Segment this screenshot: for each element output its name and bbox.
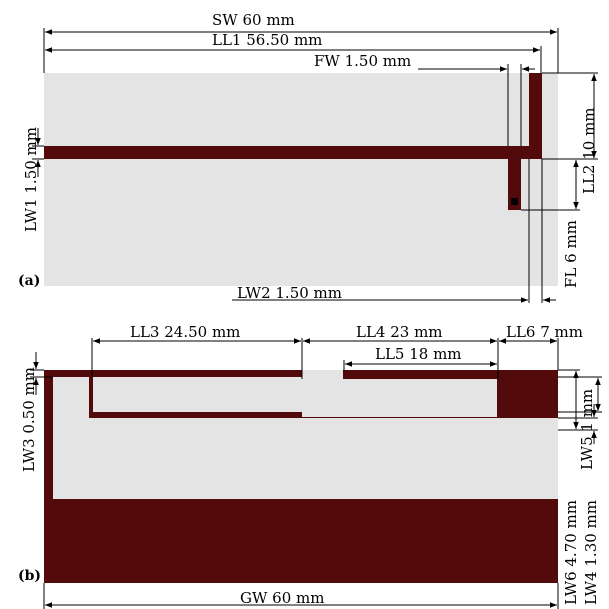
ll3-label: LL3 24.50 mm [130, 323, 240, 341]
panel-a-substrate [44, 73, 558, 286]
panel-b-substrate-under-strip [89, 418, 558, 430]
panel-b-label: (b) [18, 568, 41, 584]
ll5-label: LL5 18 mm [375, 345, 462, 363]
lw2-label: LW2 1.50 mm [237, 284, 342, 302]
panel-a-vertical-arm [529, 73, 542, 159]
lw4-label: LW4 1.30 mm [582, 500, 600, 605]
lw5-label: LW5 1 mm [578, 389, 596, 470]
sw-label: SW 60 mm [212, 11, 295, 29]
fl-label: FL 6 mm [562, 220, 580, 288]
lw3-label: LW3 0.50 mm [20, 367, 38, 472]
panel-a-feed-line [508, 159, 521, 210]
panel-b-substrate-left-column [53, 377, 89, 437]
panel-b-right-strip [498, 430, 558, 499]
ll4-label: LL4 23 mm [356, 323, 443, 341]
gw-label: GW 60 mm [240, 589, 324, 607]
panel-b-top-gap [302, 370, 343, 379]
lw1-label: LW1 1.50 mm [22, 127, 40, 232]
panel-a-horizontal-arm [44, 146, 541, 159]
panel-b-slot-right [302, 379, 497, 417]
fw-label: FW 1.50 mm [314, 52, 411, 70]
ll1-label: LL1 56.50 mm [212, 31, 322, 49]
panel-a: SW 60 mm LL1 56.50 mm FW 1.50 mm LW1 1.5… [18, 11, 598, 303]
panel-a-label: (a) [18, 273, 40, 289]
ll6-label: LL6 7 mm [506, 323, 583, 341]
lw6-label: LW6 4.70 mm [562, 500, 580, 605]
panel-b-substrate-region [53, 430, 558, 499]
panel-b-slot-left [93, 377, 302, 412]
panel-a-feed-point [511, 198, 518, 205]
panel-b: LL3 24.50 mm LL4 23 mm LL5 18 mm LL6 7 m… [18, 323, 602, 609]
ll2-label: LL2 10 mm [580, 107, 598, 194]
